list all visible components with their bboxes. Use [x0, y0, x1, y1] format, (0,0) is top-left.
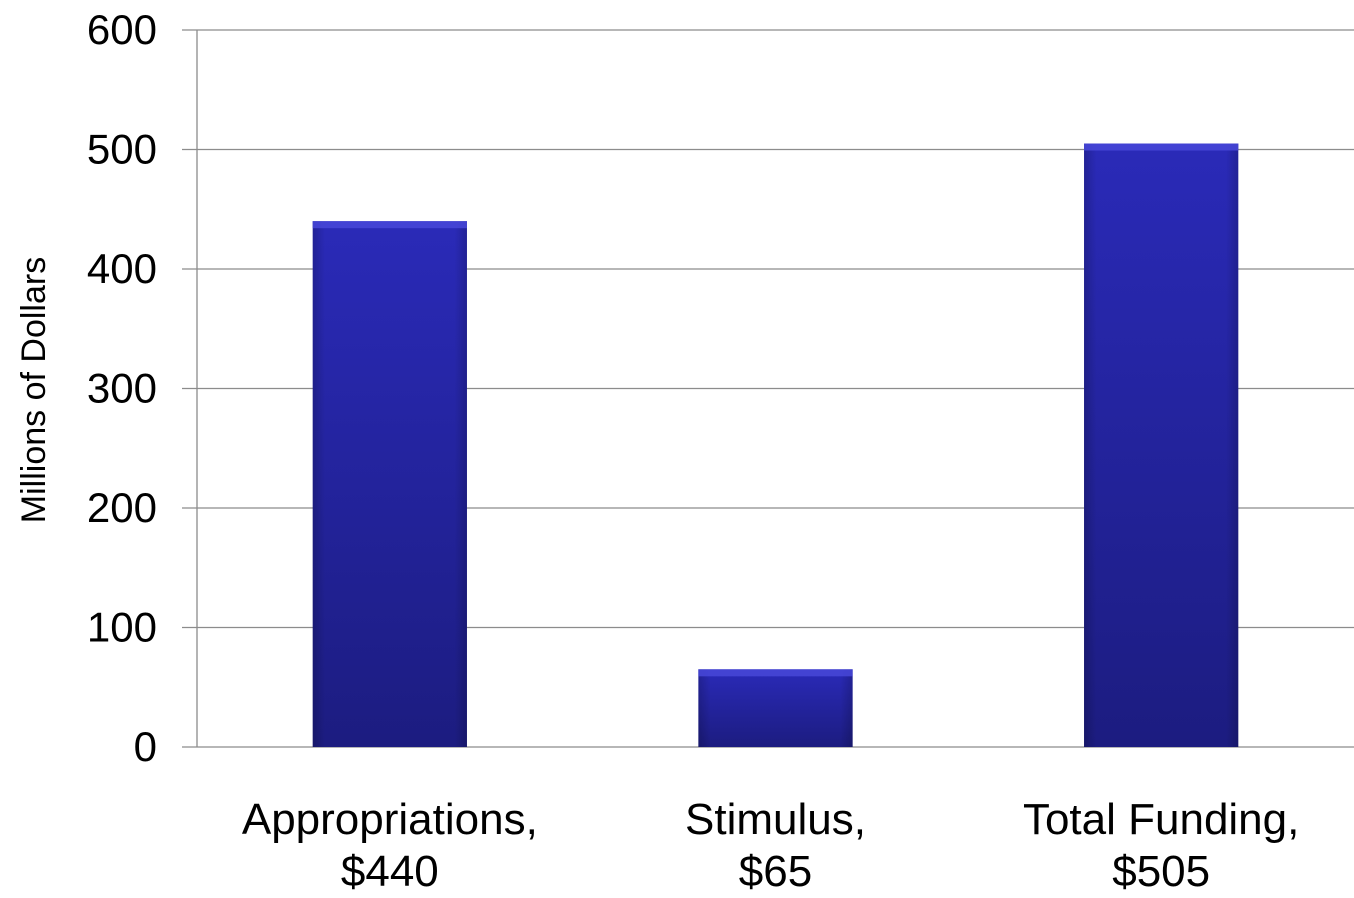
- bars: [312, 143, 1239, 747]
- x-tick-label-line: $65: [739, 847, 812, 893]
- bar-highlight: [312, 221, 467, 229]
- y-tick-label: 600: [87, 6, 157, 53]
- bar-group: [312, 221, 467, 747]
- bar-highlight: [698, 669, 853, 677]
- x-tick-label: Total Funding, $505: [1023, 795, 1299, 893]
- x-axis-labels: Appropriations, $440 Stimulus, $65 Total Fun…: [242, 795, 1300, 896]
- bar-group: [1084, 143, 1239, 747]
- y-axis-ticks: 0 100 200 300 400 500 600: [87, 6, 157, 770]
- x-tick-label-line: $440: [341, 847, 439, 893]
- x-tick-label: Stimulus, $65: [685, 795, 866, 893]
- y-tick-label: 300: [87, 365, 157, 412]
- bar-highlight: [1084, 143, 1239, 151]
- bar-group: [698, 669, 853, 747]
- y-tick-label: 500: [87, 126, 157, 173]
- y-tick-label: 100: [87, 604, 157, 651]
- x-tick-label-line: Appropriations,: [242, 795, 538, 844]
- x-tick-label-line: Total Funding,: [1023, 795, 1299, 844]
- x-tick-label-line: $505: [1112, 847, 1210, 893]
- bar-shading: [1084, 143, 1239, 747]
- y-tick-label: 0: [134, 723, 157, 770]
- y-tick-label: 400: [87, 245, 157, 292]
- bar-shading: [698, 669, 853, 747]
- x-tick-label-line: Stimulus,: [685, 795, 866, 844]
- x-tick-label: Appropriations, $440: [242, 795, 538, 893]
- bar-shading: [312, 221, 467, 747]
- y-axis-label: Millions of Dollars: [15, 257, 53, 523]
- y-tick-label: 200: [87, 484, 157, 531]
